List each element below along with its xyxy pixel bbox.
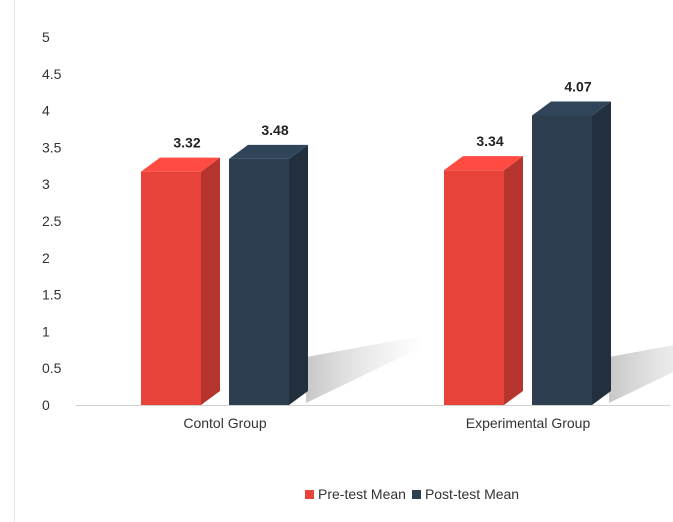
y-tick-label: 1 bbox=[42, 323, 50, 339]
data-labels: 3.32 3.34 3.48 4.07 bbox=[173, 78, 591, 150]
bar-top bbox=[229, 144, 308, 159]
y-tick-label: 2.5 bbox=[42, 213, 62, 229]
legend-swatch-post-test bbox=[411, 489, 421, 499]
bar-top bbox=[141, 157, 220, 172]
legend-label-pre-test: Pre-test Mean bbox=[318, 486, 406, 502]
category-label: Experimental Group bbox=[466, 415, 591, 431]
bar-side bbox=[289, 144, 308, 405]
category-label: Contol Group bbox=[183, 415, 266, 431]
y-tick-label: 2 bbox=[42, 250, 50, 266]
y-tick-label: 3 bbox=[42, 176, 50, 192]
y-tick-label: 4.5 bbox=[42, 66, 62, 82]
data-label: 4.07 bbox=[564, 78, 591, 94]
y-tick-label: 5 bbox=[42, 29, 50, 45]
bar-shadow bbox=[306, 335, 426, 403]
bar-top bbox=[444, 156, 523, 171]
bar-side bbox=[201, 157, 220, 405]
legend-swatch-pre-test bbox=[305, 489, 314, 499]
bar-side bbox=[592, 101, 611, 405]
bar-front bbox=[532, 115, 592, 405]
legend-label-post-test: Post-test Mean bbox=[424, 486, 520, 502]
bar-top bbox=[532, 101, 611, 116]
legend-item-pre-test: Pre-test Mean bbox=[305, 486, 406, 502]
axes: 0 0.5 1 1.5 2 2.5 3 3.5 4 4.5 5 Contol Group Experim… bbox=[42, 29, 670, 431]
data-label: 3.48 bbox=[261, 122, 288, 138]
data-label: 3.32 bbox=[173, 135, 200, 151]
data-label: 3.34 bbox=[476, 133, 503, 149]
legend-item-post-test: Post-test Mean bbox=[411, 486, 520, 502]
legend: Pre-test Mean Post-test Mean bbox=[305, 486, 525, 502]
bar-front bbox=[444, 170, 504, 405]
y-tick-label: 3.5 bbox=[42, 139, 62, 155]
bar-shadows bbox=[306, 335, 673, 403]
bar-front bbox=[229, 158, 289, 405]
y-tick-label: 0.5 bbox=[42, 360, 62, 376]
y-tick-label: 4 bbox=[42, 103, 50, 119]
y-tick-label: 0 bbox=[42, 397, 50, 413]
bars bbox=[141, 101, 611, 405]
y-tick-label: 1.5 bbox=[42, 287, 62, 303]
bar-shadow bbox=[609, 345, 673, 403]
chart-plot: 0 0.5 1 1.5 2 2.5 3 3.5 4 4.5 5 Contol Group Experim… bbox=[42, 29, 673, 431]
bar-side bbox=[504, 156, 523, 405]
bar-front bbox=[141, 171, 201, 405]
left-border-line bbox=[14, 0, 15, 522]
